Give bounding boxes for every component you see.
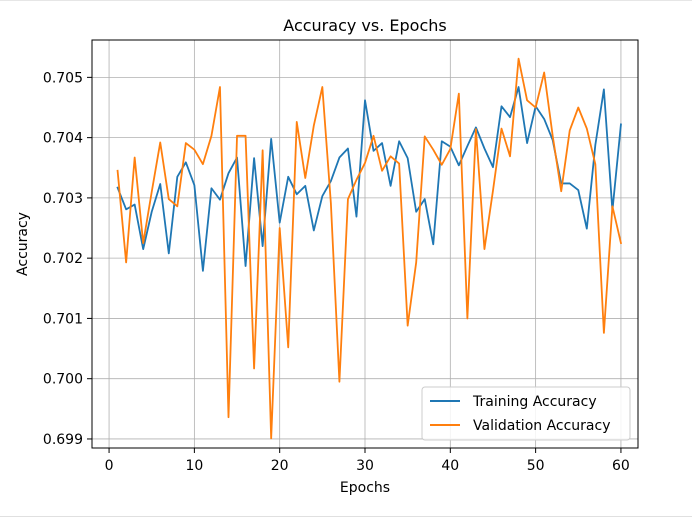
top-border — [0, 0, 692, 1]
legend: Training Accuracy Validation Accuracy — [421, 386, 631, 441]
y-tick-label: 0.700 — [43, 372, 83, 388]
x-axis-title: Epochs — [340, 480, 390, 496]
bottom-border — [0, 516, 692, 517]
x-tick-label: 20 — [271, 458, 289, 474]
series-lines — [116, 57, 623, 440]
y-tick-label: 0.704 — [43, 131, 83, 147]
x-tick-label: 50 — [527, 458, 545, 474]
x-tick-label: 10 — [185, 458, 203, 474]
y-axis-title: Accuracy — [15, 212, 31, 276]
training-accuracy-line — [116, 86, 622, 272]
y-tick-label: 0.702 — [43, 251, 83, 267]
legend-label-training: Training Accuracy — [472, 394, 597, 410]
y-tick-label: 0.699 — [43, 432, 83, 448]
y-tick-label: 0.703 — [43, 191, 83, 207]
y-tick-label: 0.705 — [43, 70, 83, 86]
x-tick-label: 40 — [441, 458, 459, 474]
axis-ticks: 0 10 20 30 40 50 60 0.699 0.700 0.701 0.702 0.703 0.… — [43, 70, 630, 474]
validation-accuracy-line — [116, 57, 623, 440]
x-tick-label: 30 — [356, 458, 374, 474]
legend-box — [421, 386, 631, 441]
x-tick-label: 0 — [105, 458, 114, 474]
y-tick-label: 0.701 — [43, 311, 83, 327]
grid — [92, 40, 638, 448]
chart-title: Accuracy vs. Epochs — [283, 16, 446, 35]
legend-label-validation: Validation Accuracy — [473, 418, 611, 434]
x-tick-label: 60 — [612, 458, 630, 474]
